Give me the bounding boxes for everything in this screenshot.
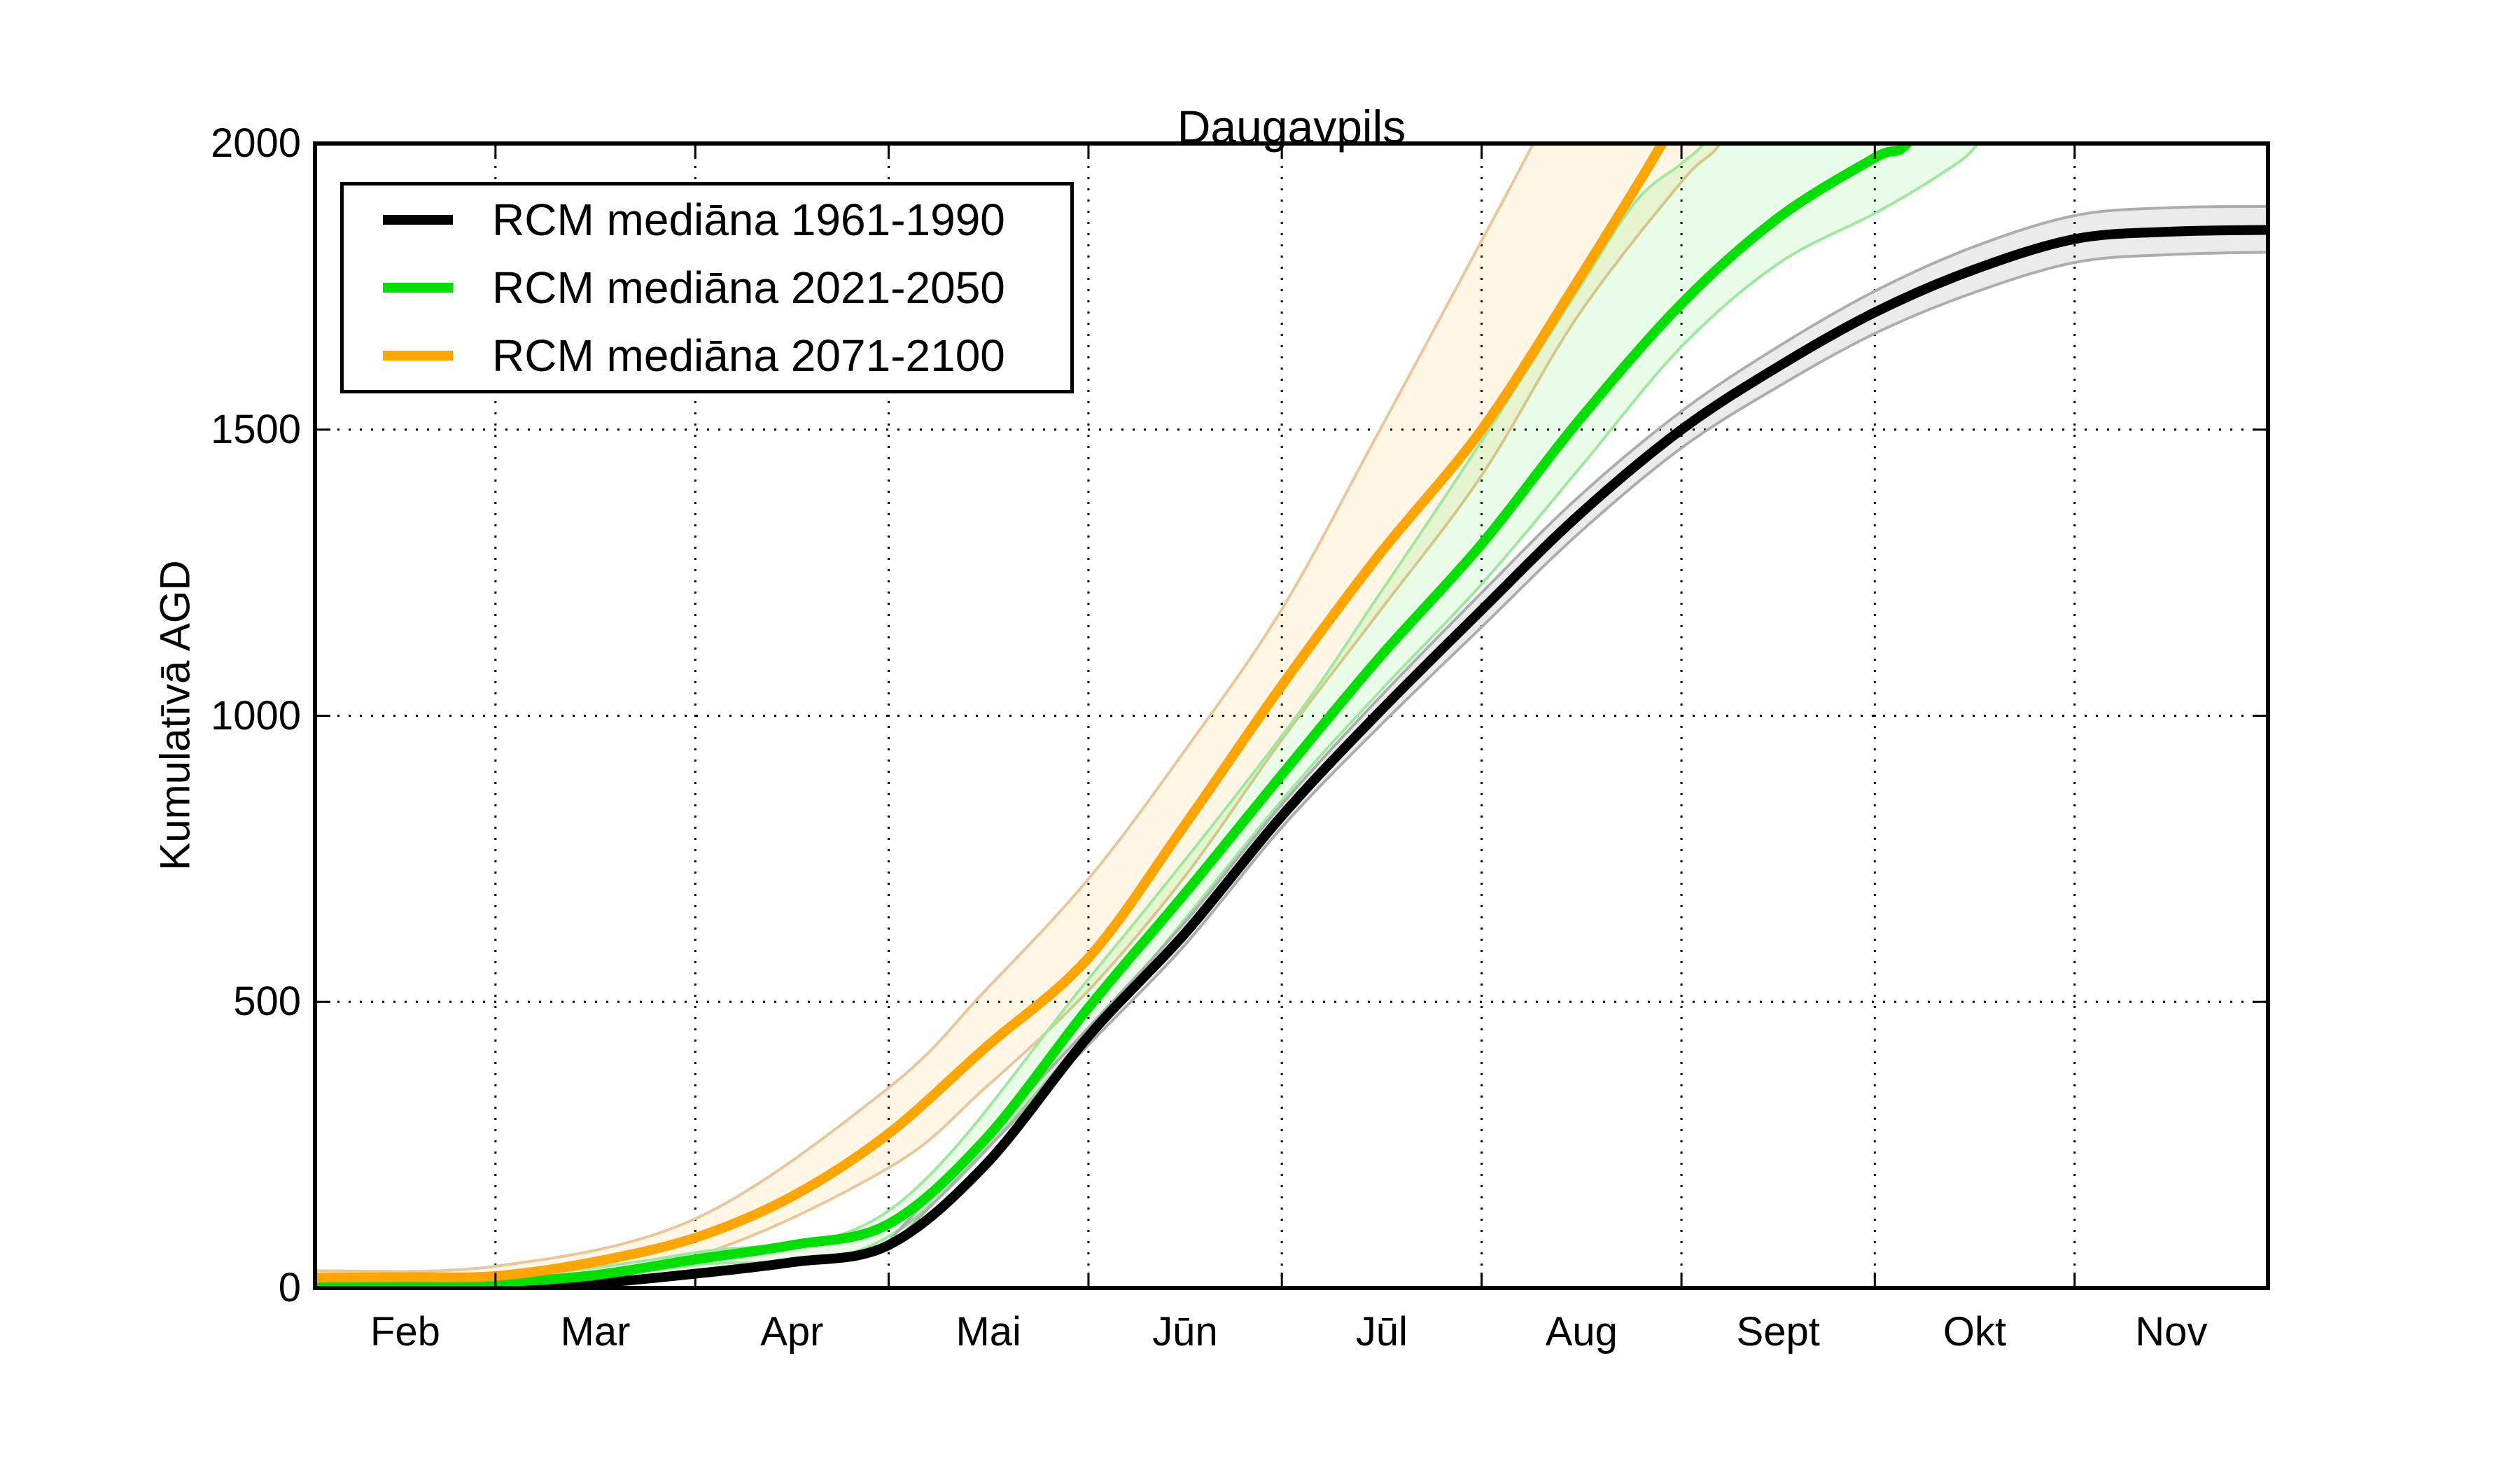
legend-item: RCM mediāna 2021-2050: [344, 253, 1070, 321]
y-tick-label: 0: [278, 1265, 301, 1310]
median-line: [315, 144, 1914, 1288]
y-tick-label: 2000: [210, 120, 301, 166]
legend-label: RCM mediāna 2071-2100: [492, 330, 1005, 381]
chart-svg: [313, 141, 2270, 1290]
y-tick-label: 500: [233, 979, 301, 1025]
axis-ticks: [315, 142, 2268, 1289]
legend: RCM mediāna 1961-1990 RCM mediāna 2021-20…: [340, 182, 1074, 393]
y-tick-label: 1000: [210, 692, 301, 738]
legend-swatch: [383, 282, 453, 293]
x-tick-label: Nov: [2135, 1309, 2208, 1354]
x-tick-label: Mai: [955, 1309, 1021, 1354]
legend-item: RCM mediāna 1961-1990: [344, 186, 1070, 253]
legend-swatch: [383, 350, 453, 360]
legend-item: RCM mediāna 2071-2100: [344, 321, 1070, 389]
x-tick-label: Jūl: [1355, 1309, 1408, 1354]
x-tick-label: Sept: [1736, 1309, 1820, 1354]
legend-label: RCM mediāna 1961-1990: [492, 194, 1005, 245]
x-tick-label: Okt: [1942, 1309, 2007, 1354]
legend-label: RCM mediāna 2021-2050: [492, 262, 1005, 313]
y-tick-label: 1500: [210, 406, 301, 452]
median-line: [315, 225, 2268, 1288]
x-tick-label: Feb: [370, 1309, 440, 1354]
band-upper-edge: [315, 144, 1705, 1284]
plot-area: [313, 141, 2270, 1290]
x-tick-label: Apr: [760, 1309, 824, 1354]
confidence-band: [315, 144, 1978, 1287]
band-lower-edge: [888, 251, 2268, 1250]
band-lower-edge: [315, 144, 1980, 1288]
band-upper-edge: [315, 144, 1535, 1273]
legend-swatch: [383, 214, 453, 225]
plot-data: [315, 144, 2268, 1288]
x-tick-label: Mar: [560, 1309, 631, 1354]
median-line: [315, 144, 1668, 1283]
band-upper-edge: [888, 204, 2268, 1242]
x-tick-label: Aug: [1545, 1309, 1618, 1354]
x-tick-label: Jūn: [1152, 1309, 1218, 1354]
